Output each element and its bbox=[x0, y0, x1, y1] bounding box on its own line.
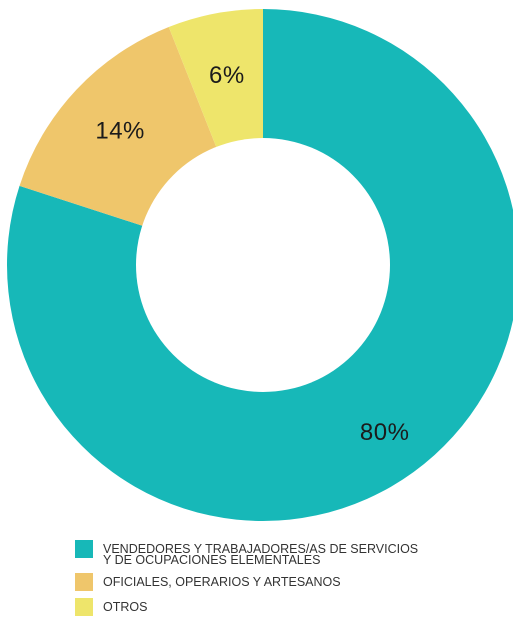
legend-item-otros: OTROS bbox=[75, 598, 505, 616]
legend-label-oficiales: OFICIALES, OPERARIOS Y ARTESANOS bbox=[103, 575, 341, 589]
legend-label-vendedores: VENDEDORES Y TRABAJADORES/AS DE SERVICIO… bbox=[103, 542, 419, 567]
legend-swatch-vendedores bbox=[75, 540, 93, 558]
slice-label-vendedores: 80% bbox=[360, 419, 410, 446]
legend: VENDEDORES Y TRABAJADORES/AS DE SERVICIO… bbox=[75, 540, 505, 623]
slice-label-oficiales: 14% bbox=[95, 117, 145, 144]
legend-swatch-oficiales bbox=[75, 573, 93, 591]
legend-swatch-otros bbox=[75, 598, 93, 616]
legend-item-vendedores: VENDEDORES Y TRABAJADORES/AS DE SERVICIO… bbox=[75, 540, 505, 566]
legend-item-oficiales: OFICIALES, OPERARIOS Y ARTESANOS bbox=[75, 573, 505, 591]
legend-label-otros: OTROS bbox=[103, 600, 148, 614]
slice-label-otros: 6% bbox=[209, 62, 245, 89]
donut-hole bbox=[136, 138, 390, 392]
